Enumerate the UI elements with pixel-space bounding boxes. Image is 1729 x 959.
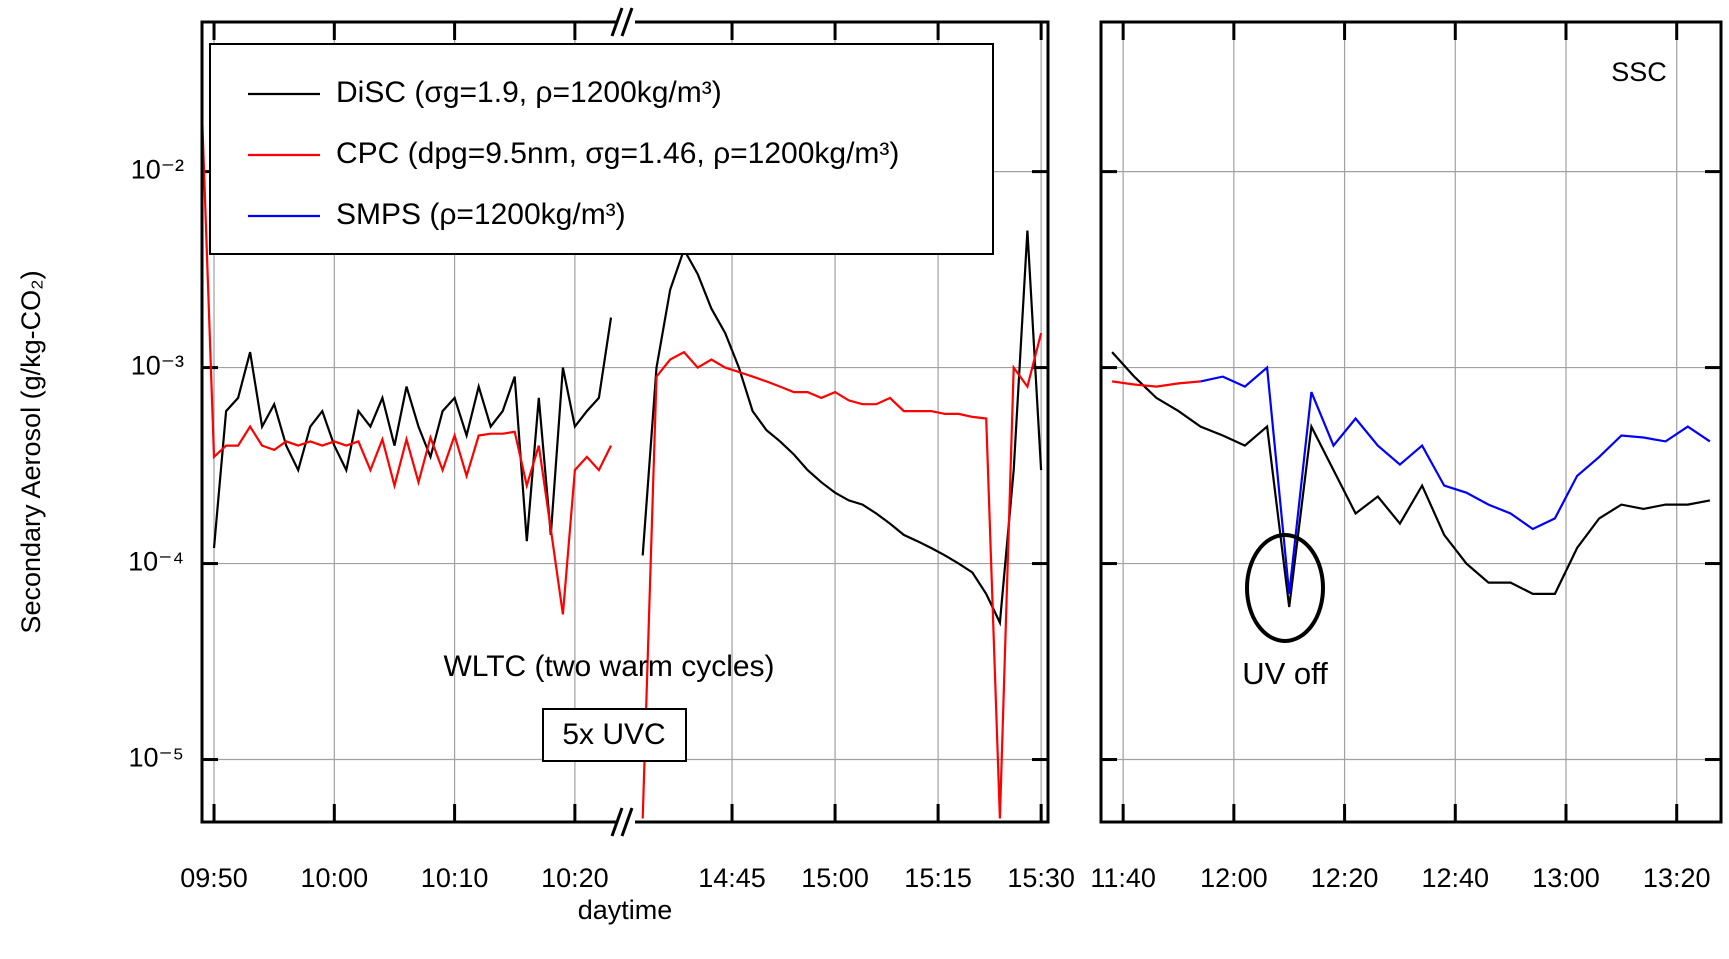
x-tick-label: 12:20 <box>1311 863 1379 893</box>
annotation: WLTC (two warm cycles) <box>443 650 774 683</box>
data-line <box>212 317 613 549</box>
y-tick-label: 10⁻³ <box>131 351 184 381</box>
x-tick-label: 12:40 <box>1421 863 1489 893</box>
x-tick-label: 15:15 <box>904 863 972 893</box>
x-tick-label: 13:00 <box>1532 863 1600 893</box>
data-line <box>641 230 1043 627</box>
legend-label: CPC (dpg=9.5nm, σg=1.46, ρ=1200kg/m³) <box>336 137 899 170</box>
axis-break <box>610 7 635 837</box>
annotation: SSC <box>1611 57 1667 87</box>
x-tick-label: 15:30 <box>1007 863 1075 893</box>
data-line <box>1111 351 1711 608</box>
legend-label: DiSC (σg=1.9, ρ=1200kg/m³) <box>336 76 722 109</box>
x-tick-label: 12:00 <box>1200 863 1268 893</box>
x-tick-label: 15:00 <box>801 863 869 893</box>
legend-box <box>209 43 994 255</box>
y-tick-label: 10⁻⁴ <box>128 547 184 577</box>
x-tick-label: 09:50 <box>180 863 248 893</box>
data-line <box>202 112 612 615</box>
data-line <box>641 332 1043 819</box>
highlight-ellipse <box>1245 533 1325 643</box>
x-axis-label: daytime <box>578 895 673 925</box>
x-tick-label: 10:10 <box>421 863 489 893</box>
y-tick-label: 10⁻⁵ <box>129 743 184 773</box>
data-line <box>1200 365 1711 595</box>
x-tick-label: 13:20 <box>1643 863 1711 893</box>
legend-label: SMPS (ρ=1200kg/m³) <box>336 198 626 231</box>
annotation: 5x UVC <box>562 718 665 751</box>
x-tick-label: 11:40 <box>1090 863 1156 893</box>
annotation: UV off <box>1242 656 1328 691</box>
data-line <box>1111 380 1201 388</box>
y-axis-label: Secondary Aerosol (g/kg-CO₂) <box>16 270 46 633</box>
x-tick-label: 14:45 <box>698 863 766 893</box>
x-tick-label: 10:00 <box>301 863 369 893</box>
x-tick-label: 10:20 <box>541 863 609 893</box>
right-panel-frame <box>1099 20 1723 824</box>
y-tick-label: 10⁻² <box>131 155 184 185</box>
annotation-box <box>542 708 687 762</box>
